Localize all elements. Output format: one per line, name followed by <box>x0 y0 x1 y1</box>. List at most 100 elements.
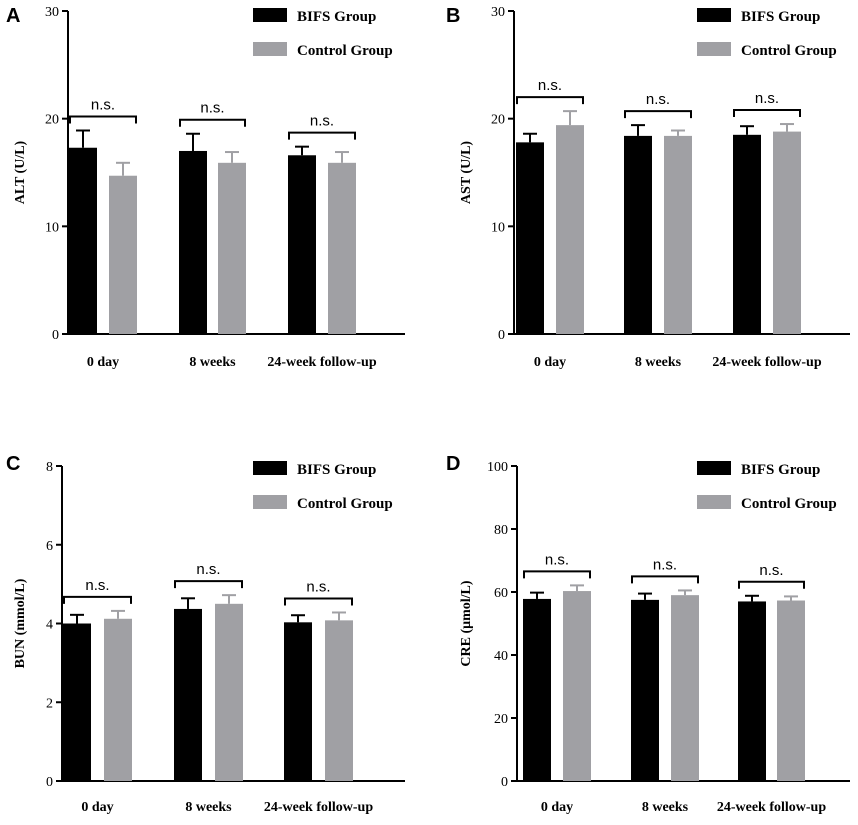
legend-swatch-bifs <box>253 461 287 475</box>
x-tick-label: 8 weeks <box>635 355 682 370</box>
legend-swatch-control <box>697 42 731 56</box>
y-tick-label: 8 <box>46 460 53 475</box>
legend-swatch-control <box>253 42 287 56</box>
y-tick-label: 30 <box>491 5 505 20</box>
significance-label: n.s. <box>759 562 783 579</box>
bar-control <box>664 135 692 334</box>
y-tick-label: 0 <box>501 775 508 790</box>
y-tick-label: 20 <box>45 113 59 128</box>
significance-label: n.s. <box>200 100 224 117</box>
bar-control <box>104 618 132 781</box>
significance-bracket <box>69 115 137 124</box>
legend-swatch-bifs <box>697 461 731 475</box>
x-tick-label: 24-week follow-up <box>264 800 373 815</box>
panel-d: D 0 20 40 60 80 100 CRE (μmol/L) n.s. 0 day n.s. 8 … <box>446 453 850 815</box>
y-tick-label: 80 <box>494 523 508 538</box>
y-tick-label: 2 <box>46 696 53 711</box>
x-tick-label: 0 day <box>81 800 113 815</box>
significance-label: n.s. <box>653 556 677 573</box>
bar-control <box>556 125 584 334</box>
panel-letter: B <box>446 5 460 27</box>
x-tick-label: 24-week follow-up <box>712 355 821 370</box>
bar-bifs <box>179 150 207 334</box>
x-tick-label: 0 day <box>541 800 573 815</box>
legend-label-control: Control Group <box>297 496 393 512</box>
panel-letter: A <box>6 5 20 27</box>
significance-bracket <box>523 570 591 579</box>
legend-label-bifs: BIFS Group <box>297 9 376 25</box>
significance-label: n.s. <box>538 77 562 94</box>
significance-label: n.s. <box>310 113 334 130</box>
significance-bracket <box>516 96 584 105</box>
y-tick-label: 0 <box>498 328 505 343</box>
significance-bracket <box>179 118 246 127</box>
y-tick-label: 4 <box>46 618 53 633</box>
legend-label-bifs: BIFS Group <box>297 462 376 478</box>
y-axis-label: ALT (U/L) <box>13 140 28 204</box>
panel-letter: C <box>6 453 20 475</box>
significance-label: n.s. <box>545 551 569 568</box>
legend-swatch-bifs <box>253 8 287 22</box>
x-tick-label: 24-week follow-up <box>717 800 826 815</box>
legend-label-control: Control Group <box>741 496 837 512</box>
legend-label-control: Control Group <box>741 43 837 59</box>
bar-bifs <box>288 155 316 334</box>
legend-label-bifs: BIFS Group <box>741 462 820 478</box>
y-tick-label: 30 <box>45 5 59 20</box>
significance-bracket <box>733 109 801 118</box>
legend-label-control: Control Group <box>297 43 393 59</box>
y-tick-label: 20 <box>491 113 505 128</box>
significance-label: n.s. <box>306 578 330 595</box>
bar-bifs <box>174 608 202 781</box>
x-tick-label: 8 weeks <box>189 355 236 370</box>
bar-bifs <box>631 599 659 781</box>
significance-bracket <box>288 131 356 140</box>
bar-bifs <box>738 601 766 781</box>
significance-bracket <box>738 580 805 589</box>
panel-letter: D <box>446 453 460 475</box>
significance-bracket <box>174 580 243 589</box>
bar-bifs <box>624 135 652 334</box>
bar-bifs <box>69 147 97 334</box>
bar-bifs <box>284 622 312 781</box>
panel-b: B 0 10 20 30 AST (U/L) n.s. 0 day n.s. 8 weeks n.s… <box>446 5 850 370</box>
y-tick-label: 40 <box>494 649 508 664</box>
y-tick-label: 60 <box>494 586 508 601</box>
bar-bifs <box>523 598 551 781</box>
y-tick-label: 0 <box>46 775 53 790</box>
bar-control <box>109 175 137 334</box>
significance-label: n.s. <box>646 91 670 108</box>
y-tick-label: 10 <box>45 220 59 235</box>
bar-control <box>215 603 243 781</box>
bar-control <box>218 162 246 334</box>
significance-label: n.s. <box>91 97 115 114</box>
panel-c: C 0 2 4 6 8 BUN (mmol/L) n.s. 0 day n.s. 8 weeks n.… <box>6 453 405 815</box>
y-tick-label: 6 <box>46 539 53 554</box>
bar-bifs <box>63 623 91 781</box>
y-axis-label: BUN (mmol/L) <box>13 578 28 668</box>
x-tick-label: 24-week follow-up <box>267 355 376 370</box>
bar-control <box>777 600 805 781</box>
panel-a: A 0 10 20 30 ALT (U/L) n.s. 0 day n.s. 8 weeks n.s… <box>6 5 405 370</box>
y-axis-label: CRE (μmol/L) <box>459 580 474 666</box>
legend-swatch-control <box>697 495 731 509</box>
y-tick-label: 20 <box>494 712 508 727</box>
bar-control <box>563 591 591 781</box>
significance-label: n.s. <box>196 561 220 578</box>
y-tick-label: 0 <box>52 328 59 343</box>
y-tick-label: 10 <box>491 220 505 235</box>
significance-bracket <box>624 110 692 119</box>
significance-bracket <box>284 597 353 606</box>
bar-control <box>328 162 356 334</box>
bar-bifs <box>516 142 544 334</box>
legend-swatch-bifs <box>697 8 731 22</box>
legend-swatch-control <box>253 495 287 509</box>
significance-label: n.s. <box>85 577 109 594</box>
significance-bracket <box>63 595 132 604</box>
significance-label: n.s. <box>755 90 779 107</box>
x-tick-label: 0 day <box>534 355 566 370</box>
y-axis-label: AST (U/L) <box>459 141 474 204</box>
x-tick-label: 0 day <box>87 355 119 370</box>
legend-label-bifs: BIFS Group <box>741 9 820 25</box>
